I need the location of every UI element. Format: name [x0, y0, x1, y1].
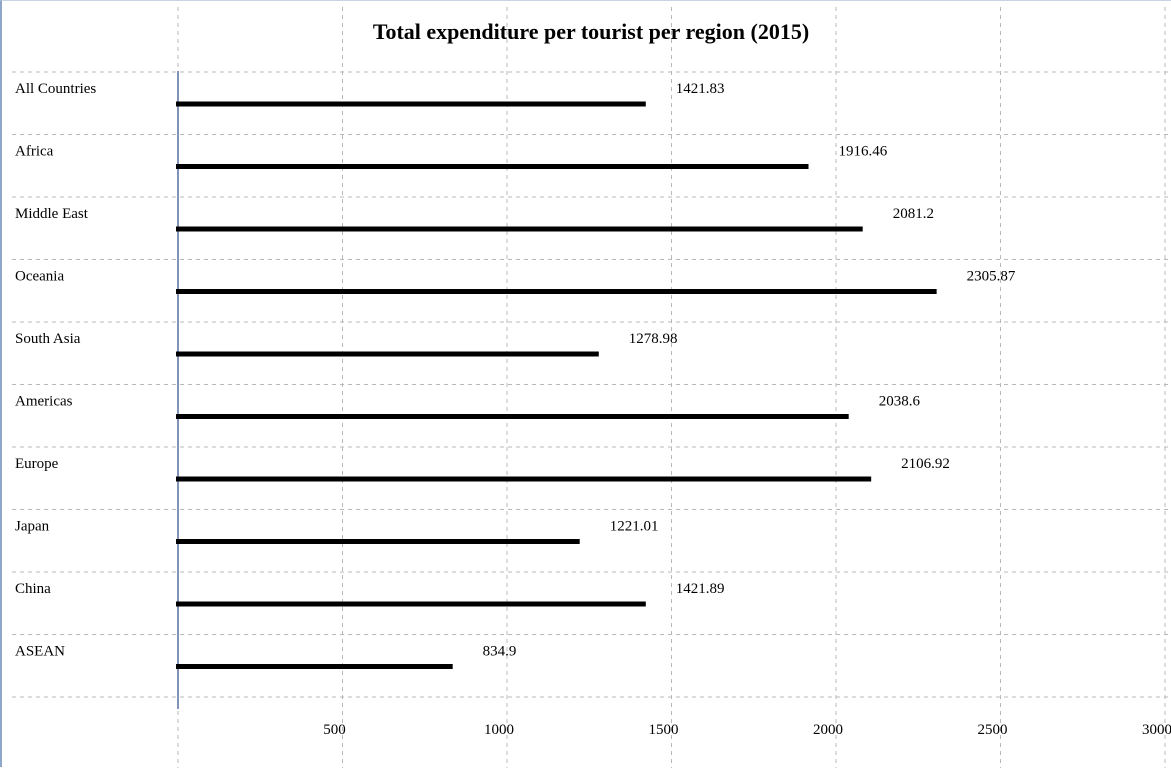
- value-label: 1221.01: [610, 519, 659, 535]
- chart-title: Total expenditure per tourist per region…: [373, 19, 809, 44]
- category-label: All Countries: [15, 81, 96, 97]
- category-label: South Asia: [15, 331, 81, 347]
- value-label: 1278.98: [629, 331, 678, 347]
- x-tick-label: 3000: [1142, 722, 1171, 738]
- value-label: 1421.83: [676, 81, 725, 97]
- value-label: 2038.6: [879, 394, 921, 410]
- x-tick-label: 1000: [484, 722, 514, 738]
- category-label: China: [15, 581, 51, 597]
- category-label: Europe: [15, 456, 59, 472]
- category-label: Japan: [15, 519, 50, 535]
- value-label: 1421.89: [676, 581, 725, 597]
- category-label: Oceania: [15, 269, 64, 285]
- labels: 500 1000 1500 2000 2500 3000 All Countries 1421…: [15, 81, 1171, 738]
- value-label: 2081.2: [893, 206, 934, 222]
- value-label: 1916.46: [839, 144, 888, 160]
- category-label: Africa: [15, 144, 54, 160]
- category-label: ASEAN: [15, 644, 65, 660]
- value-label: 834.9: [483, 644, 517, 660]
- value-label: 2305.87: [967, 269, 1016, 285]
- category-label: Middle East: [15, 206, 89, 222]
- value-label: 2106.92: [901, 456, 950, 472]
- category-label: Americas: [15, 394, 73, 410]
- x-tick-label: 2000: [813, 722, 843, 738]
- x-tick-label: 2500: [978, 722, 1008, 738]
- x-tick-label: 1500: [649, 722, 679, 738]
- bars: [176, 101, 937, 669]
- gridlines: [12, 7, 1171, 768]
- x-tick-label: 500: [323, 722, 346, 738]
